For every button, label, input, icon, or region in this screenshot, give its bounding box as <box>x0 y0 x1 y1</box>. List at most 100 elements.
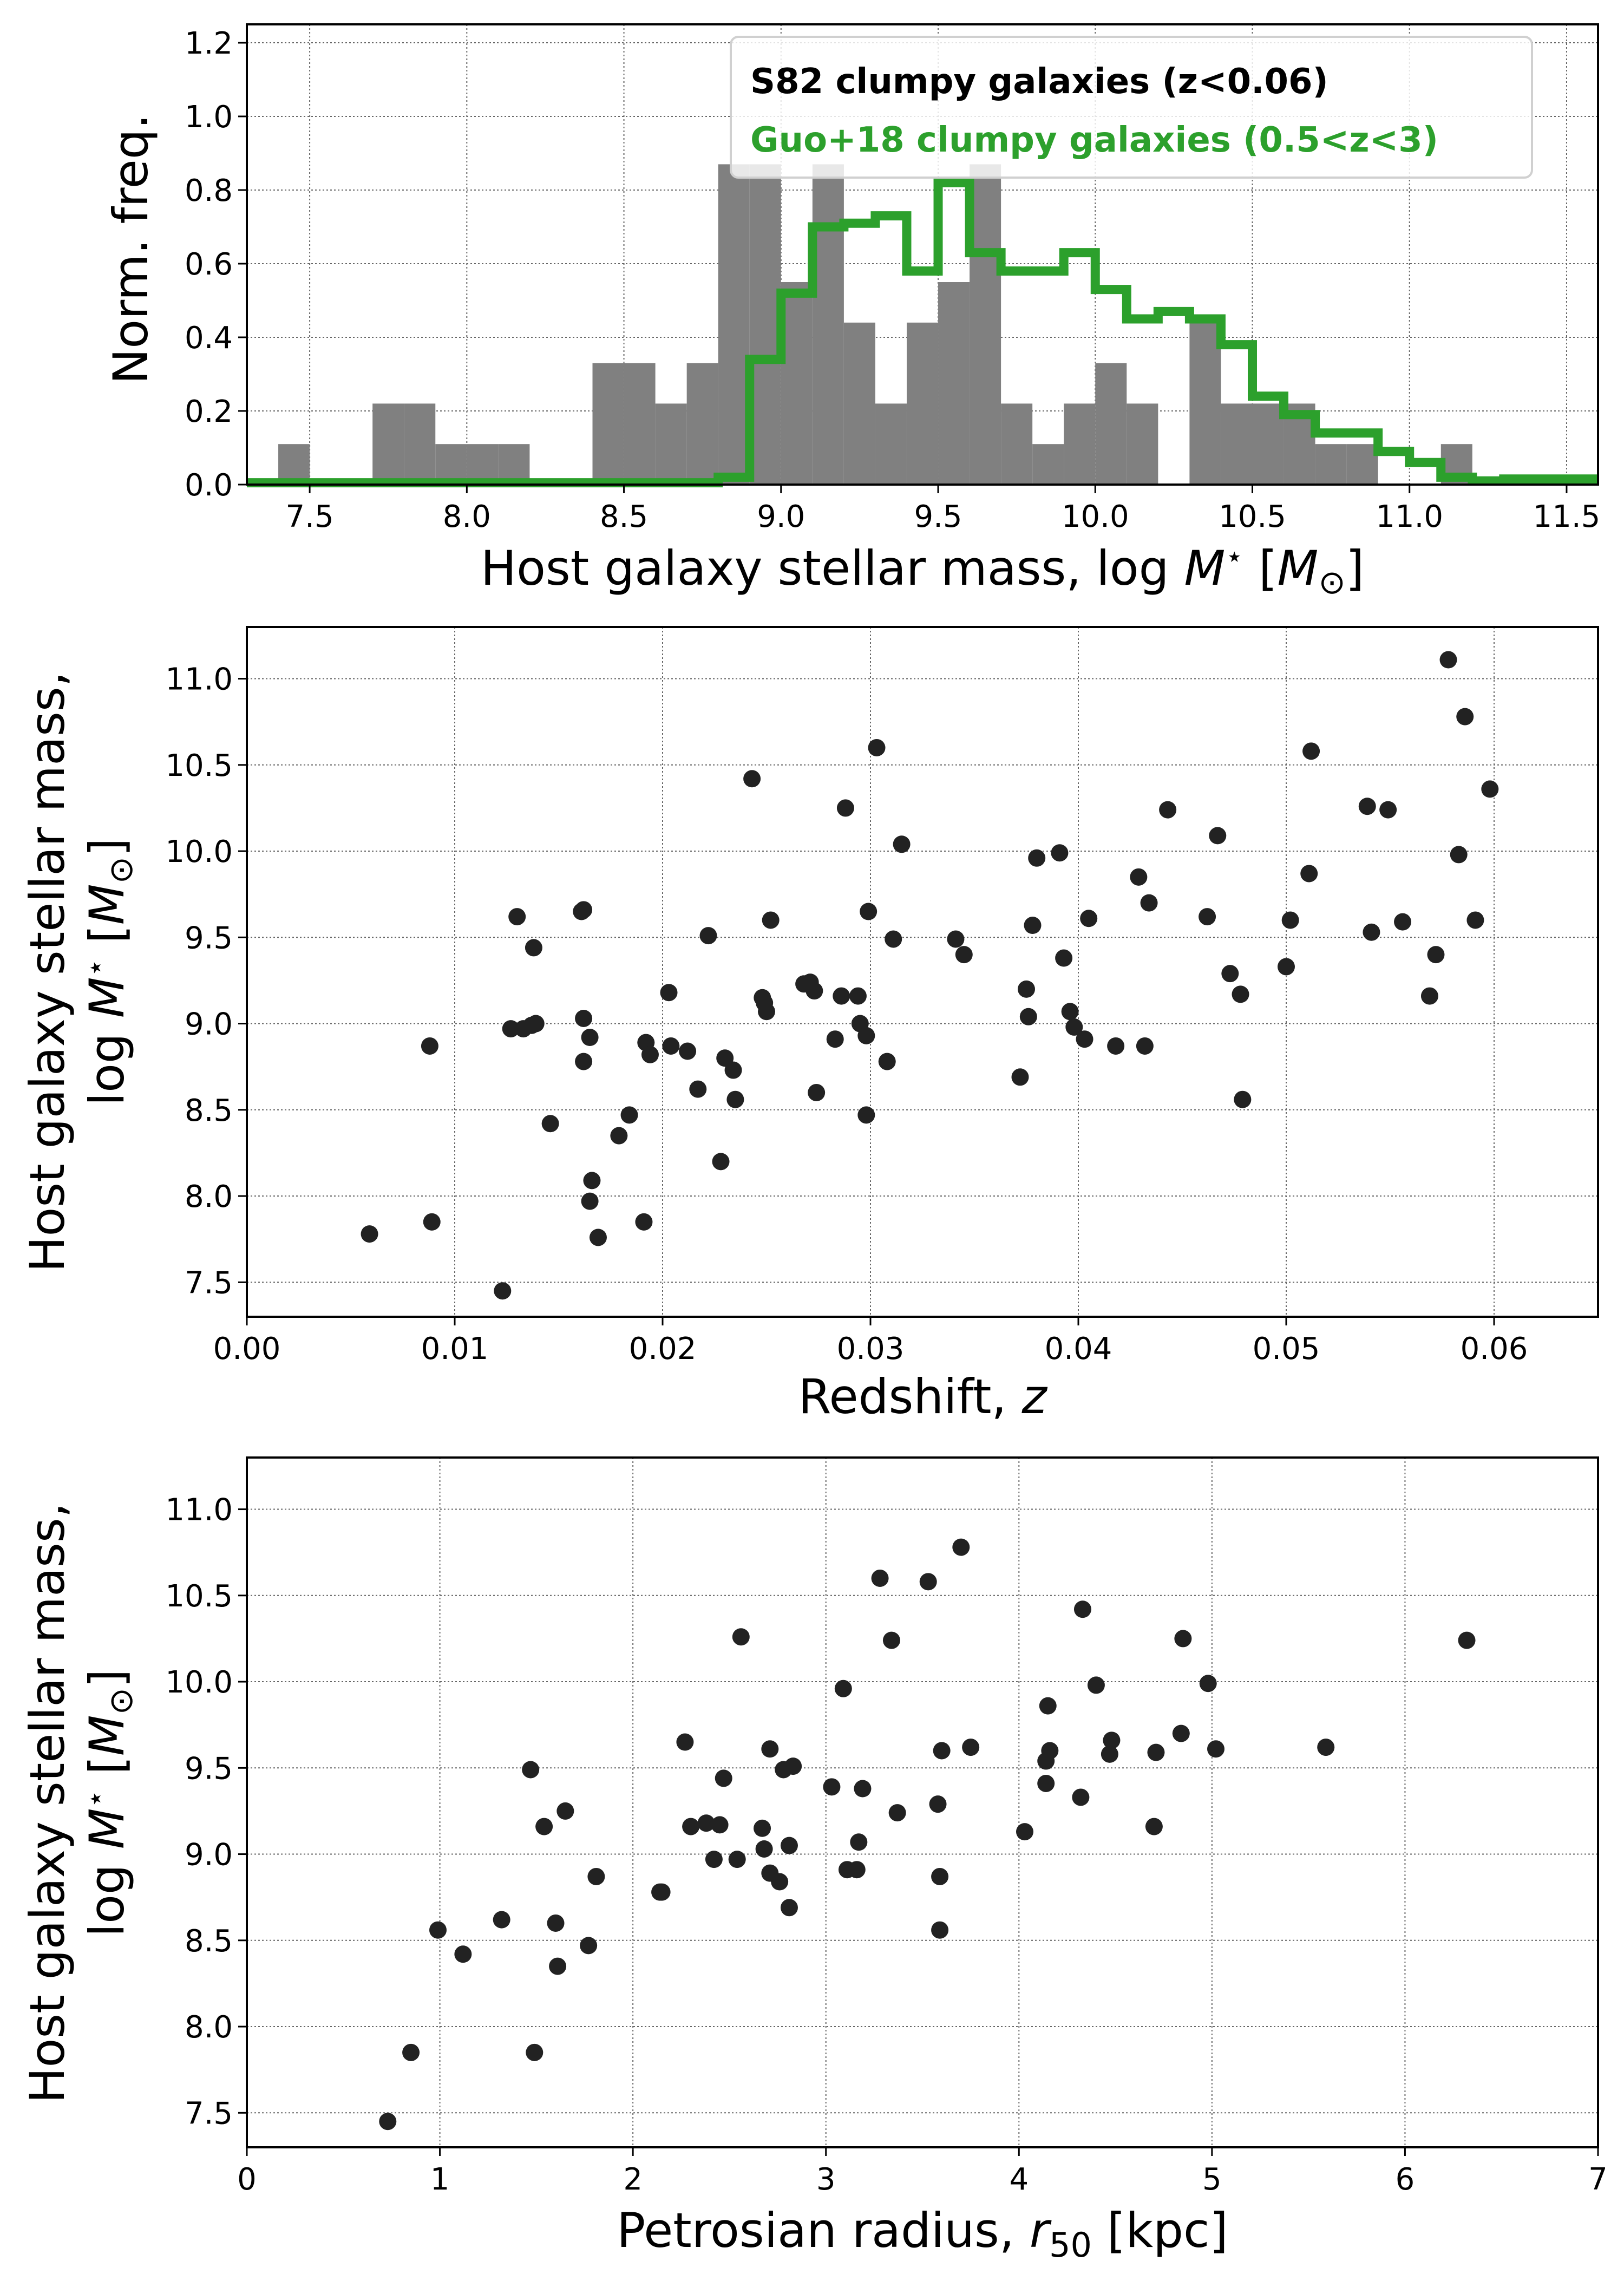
x-tick-label: 6 <box>1396 2162 1415 2197</box>
scatter-point <box>882 1631 900 1649</box>
scatter-point <box>726 1090 744 1108</box>
histogram-bar <box>906 322 939 485</box>
scatter-point <box>1016 1823 1033 1841</box>
histogram-bar <box>1221 403 1253 485</box>
scatter-point <box>1394 913 1412 931</box>
histogram-x-label-star: ⋆ <box>1225 539 1243 573</box>
scatter-point <box>556 1802 574 1820</box>
histogram-bar <box>938 282 970 485</box>
scatter-point <box>679 1042 697 1060</box>
scatter-point <box>711 1816 729 1834</box>
scatter-point <box>780 1899 798 1917</box>
histogram-x-label-unit-open: [ <box>1243 540 1277 596</box>
scatter-point <box>575 1053 593 1070</box>
scatter-point <box>1101 1745 1118 1763</box>
radius-y-label-unit-var: M <box>79 1715 135 1756</box>
redshift-y-label-sun: ⊙ <box>102 857 140 884</box>
histogram-axes-frame <box>246 23 1599 486</box>
histogram-x-label-var: M <box>1184 540 1225 596</box>
histogram-bar <box>592 363 624 485</box>
y-tick-label: 1.2 <box>185 26 233 61</box>
scatter-point <box>1466 911 1484 929</box>
histogram-bar <box>1346 444 1378 485</box>
x-tick-label: 0.01 <box>421 1331 489 1367</box>
y-tick-label: 9.0 <box>185 1838 233 1873</box>
x-tick-label: 3 <box>816 2162 836 2197</box>
scatter-point <box>535 1818 553 1835</box>
y-tick-label: 9.5 <box>185 920 233 956</box>
radius-y-label-unit-open: [ <box>79 1756 135 1789</box>
scatter-point <box>1209 827 1227 845</box>
y-tick-label: 0.8 <box>185 173 233 208</box>
scatter-point <box>919 1573 937 1591</box>
scatter-point <box>849 987 867 1005</box>
scatter-point <box>1234 1090 1252 1108</box>
x-tick-label: 10.0 <box>1062 499 1129 534</box>
scatter-point <box>732 1628 750 1646</box>
redshift-scatter-panel: 0.00 0.01 0.02 0.03 0.04 0.05 0.06 7.5 8.0 8.5 9.… <box>19 626 1599 1424</box>
scatter-point <box>1427 946 1445 964</box>
scatter-point <box>682 1818 700 1835</box>
scatter-point <box>699 927 717 945</box>
x-tick-label: 8.0 <box>443 499 491 534</box>
y-tick-label: 0.4 <box>185 321 233 356</box>
radius-x-axis-label: Petrosian radius, r50 [kpc] <box>617 2203 1228 2265</box>
scatter-point <box>857 1106 875 1124</box>
histogram-y-ticks: 0.0 0.2 0.4 0.6 0.8 1.0 1.2 <box>185 26 247 503</box>
histogram-x-label-main: Host galaxy stellar mass, log <box>481 540 1184 596</box>
redshift-y-axis-label-line1: Host galaxy stellar mass, <box>19 671 75 1272</box>
scatter-point <box>581 1192 599 1210</box>
histogram-bar <box>467 444 499 485</box>
scatter-point <box>784 1757 802 1775</box>
scatter-point <box>806 982 823 1000</box>
redshift-x-ticks: 0.00 0.01 0.02 0.03 0.04 0.05 0.06 <box>213 1317 1528 1367</box>
scatter-point <box>1051 844 1069 862</box>
scatter-point <box>635 1213 653 1231</box>
redshift-gridlines <box>246 627 1598 1317</box>
s82-histogram-bars <box>278 164 1472 485</box>
x-tick-label: 4 <box>1009 2162 1029 2197</box>
x-tick-label: 9.0 <box>757 499 805 534</box>
scatter-point <box>854 1780 872 1798</box>
radius-y-label-unit-close: ] <box>79 1669 135 1688</box>
redshift-axes-frame <box>246 626 1599 1318</box>
scatter-point <box>494 1282 512 1300</box>
scatter-point <box>1281 911 1299 929</box>
scatter-point <box>743 770 761 788</box>
histogram-panel: 7.5 8.0 8.5 9.0 9.5 10.0 10.5 11.0 11.5 0.00.20.… <box>103 23 1600 602</box>
scatter-point <box>583 1172 601 1190</box>
scatter-point <box>808 1083 826 1101</box>
histogram-bar <box>278 444 310 485</box>
scatter-point <box>715 1769 732 1787</box>
legend-entry-guo18: Guo+18 clumpy galaxies (0.5<z<3) <box>750 120 1438 160</box>
redshift-y-label-log: log <box>79 1018 135 1106</box>
scatter-point <box>1456 708 1474 726</box>
histogram-bar <box>718 164 750 485</box>
x-tick-label: 0.03 <box>837 1331 905 1367</box>
x-tick-label: 2 <box>623 2162 643 2197</box>
y-tick-label: 10.0 <box>165 1665 233 1700</box>
scatter-point <box>871 1569 889 1587</box>
scatter-point <box>493 1911 510 1929</box>
scatter-point <box>833 987 850 1005</box>
scatter-point <box>1481 780 1499 798</box>
scatter-point <box>1076 1030 1093 1048</box>
scatter-point <box>955 946 973 964</box>
x-tick-label: 7.5 <box>286 499 334 534</box>
redshift-x-label-main: Redshift, <box>798 1369 1021 1424</box>
radius-y-label-var: M <box>79 1808 135 1849</box>
scatter-point <box>1439 651 1457 669</box>
scatter-point <box>929 1795 947 1813</box>
radius-x-ticks: 0 1 2 3 4 5 6 7 <box>237 2147 1608 2197</box>
scatter-point <box>589 1229 607 1246</box>
scatter-point <box>402 2043 420 2061</box>
scatter-point <box>1379 801 1397 819</box>
scatter-point <box>1028 849 1046 867</box>
radius-y-label-star: ⋆ <box>78 1790 112 1808</box>
scatter-point <box>712 1153 730 1171</box>
redshift-y-ticks: 7.5 8.0 8.5 9.0 9.5 10.0 10.5 11.0 <box>165 662 247 1301</box>
scatter-point <box>1136 1037 1154 1055</box>
x-tick-label: 0.00 <box>213 1331 281 1367</box>
y-tick-label: 10.5 <box>165 748 233 783</box>
scatter-point <box>1011 1068 1029 1086</box>
